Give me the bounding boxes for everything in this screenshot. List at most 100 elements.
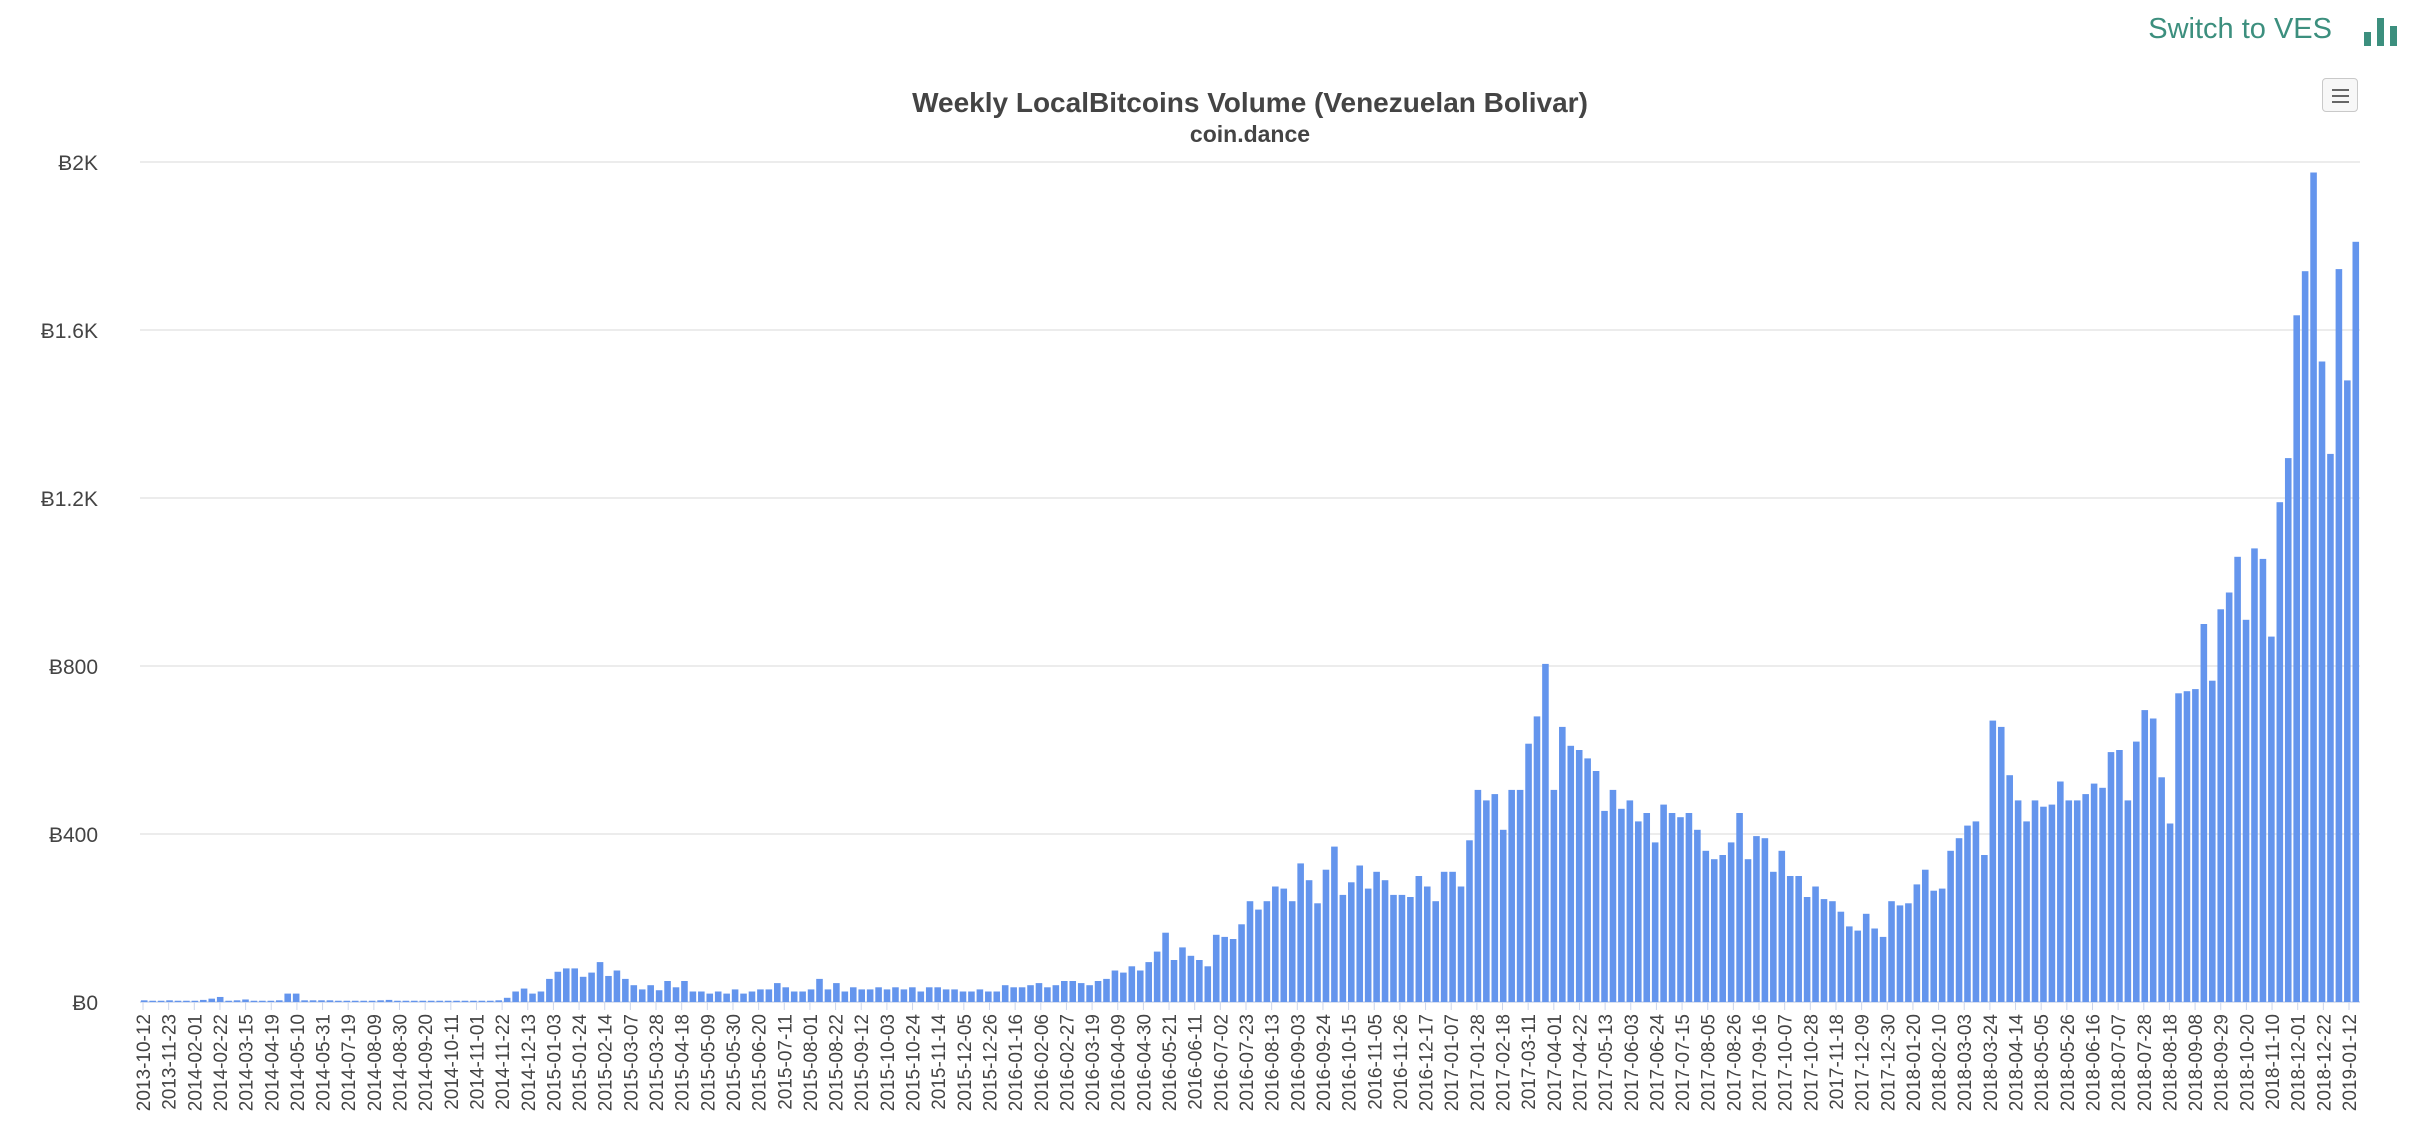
x-tick-label: 2013-10-12: [134, 1014, 155, 1111]
bar: [1314, 903, 1321, 1002]
bar: [233, 1000, 241, 1002]
bar: [520, 988, 528, 1002]
x-tick-label: 2018-05-05: [2032, 1014, 2053, 1111]
x-tick-label: 2018-12-22: [2314, 1014, 2335, 1111]
x-tick-label: 2019-01-12: [2340, 1014, 2361, 1111]
x-tick-label: 2018-11-10: [2263, 1014, 2284, 1110]
bar: [1018, 987, 1026, 1002]
bar: [1373, 871, 1380, 1002]
hamburger-line: [2332, 89, 2349, 91]
x-tick-label: 2017-06-24: [1647, 1014, 1668, 1112]
y-tick-label: Ƀ1.2K: [41, 488, 98, 511]
bar: [731, 989, 739, 1002]
x-tick-label: 2014-12-13: [519, 1014, 540, 1111]
bar: [2310, 172, 2317, 1002]
bar: [1997, 726, 2005, 1002]
bar: [284, 993, 292, 1002]
x-tick-label: 2014-05-10: [288, 1014, 309, 1111]
bar: [655, 990, 663, 1002]
bar: [740, 993, 747, 1002]
bar: [436, 1000, 443, 1002]
x-tick-label: 2016-09-03: [1288, 1014, 1309, 1111]
x-tick-label: 2018-06-16: [2084, 1014, 2105, 1111]
y-tick-label: Ƀ0: [72, 992, 98, 1015]
bar: [1761, 838, 1769, 1002]
bar: [2183, 691, 2191, 1002]
bar: [1196, 960, 1203, 1002]
x-tick-label: 2014-02-01: [185, 1014, 206, 1111]
y-tick-label: Ƀ400: [49, 824, 98, 847]
bar: [1753, 836, 1760, 1002]
bar: [2217, 609, 2225, 1002]
bar-chart-icon[interactable]: [2362, 12, 2400, 46]
bar: [1153, 951, 1161, 1002]
bar: [1871, 928, 1878, 1002]
bar: [1846, 926, 1853, 1002]
bar: [2116, 750, 2123, 1002]
bar: [166, 1000, 173, 1002]
bar: [1027, 985, 1034, 1002]
bar: [225, 1000, 232, 1002]
bar: [1356, 865, 1364, 1002]
bar: [1474, 789, 1482, 1002]
bar: [689, 991, 697, 1002]
bar: [427, 1000, 435, 1002]
bar: [495, 1000, 503, 1002]
bar: [925, 987, 933, 1002]
bar: [942, 989, 950, 1002]
bar: [2099, 787, 2106, 1002]
bar: [672, 987, 680, 1002]
x-tick-label: 2016-07-23: [1237, 1014, 1258, 1111]
bar: [807, 989, 815, 1002]
bar: [1094, 981, 1102, 1002]
bar: [537, 991, 545, 1002]
bar: [1263, 901, 1271, 1002]
bar: [2268, 636, 2275, 1002]
chart-menu-button[interactable]: [2322, 78, 2358, 112]
bar: [2107, 752, 2115, 1002]
x-tick-label: 2016-12-17: [1417, 1014, 1438, 1111]
bar: [816, 978, 823, 1002]
bar: [259, 1000, 266, 1002]
bar: [2158, 777, 2165, 1002]
bar: [1069, 981, 1077, 1002]
bar: [1921, 869, 1929, 1002]
x-tick-label: 2015-05-30: [724, 1014, 745, 1111]
bar: [976, 989, 984, 1002]
bar: [1972, 821, 1980, 1002]
bar: [1331, 846, 1338, 1002]
x-tick-label: 2014-07-19: [339, 1014, 360, 1111]
bar: [1044, 987, 1051, 1002]
bar: [1736, 813, 1743, 1002]
bar: [326, 1000, 334, 1002]
bar: [2040, 806, 2047, 1002]
x-tick-label: 2015-01-03: [544, 1014, 565, 1111]
bar: [1305, 880, 1313, 1002]
bar: [394, 1000, 401, 1002]
bar: [1601, 810, 1608, 1002]
bar: [1432, 901, 1439, 1002]
bar: [1339, 894, 1347, 1002]
bar: [849, 987, 857, 1002]
bar: [1694, 829, 1701, 1002]
switch-to-ves-link[interactable]: Switch to VES: [2148, 13, 2332, 45]
bar: [2133, 741, 2140, 1002]
bar: [1930, 890, 1938, 1002]
bar: [2327, 453, 2334, 1002]
bar: [461, 1000, 469, 1002]
bar: [2242, 619, 2250, 1002]
bar: [1229, 939, 1237, 1002]
x-tick-label: 2017-04-01: [1545, 1014, 1566, 1111]
bar: [1559, 726, 1566, 1002]
bar: [2251, 548, 2258, 1002]
x-tick-label: 2017-11-18: [1827, 1014, 1848, 1110]
bar: [1423, 886, 1431, 1002]
bar: [2352, 241, 2360, 1003]
x-tick-label: 2017-05-13: [1596, 1014, 1617, 1111]
x-tick-label: 2014-10-11: [442, 1014, 463, 1110]
bar: [1001, 985, 1009, 1002]
bar: [1221, 936, 1228, 1002]
bar: [1660, 804, 1667, 1002]
bar: [2208, 680, 2216, 1002]
